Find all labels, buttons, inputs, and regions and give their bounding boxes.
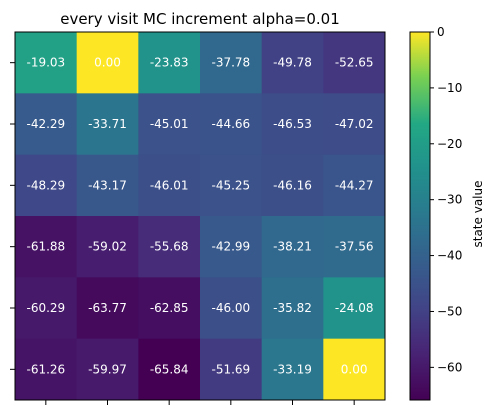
- heatmap-cell-label: -35.82: [273, 301, 312, 315]
- heatmap-cell-label: -51.69: [211, 362, 250, 376]
- heatmap-cell-label: -33.71: [88, 117, 127, 131]
- heatmap-cell: [261, 277, 324, 340]
- heatmap-cell-label: -43.17: [88, 178, 127, 192]
- colorbar-tick-label: −50: [437, 304, 462, 318]
- plot-frame: [14, 31, 386, 401]
- heatmap-cell: [138, 338, 201, 401]
- heatmap-cell-label: -46.00: [211, 301, 250, 315]
- heatmap-cell-label: -45.01: [150, 117, 189, 131]
- heatmap-cell-label: -61.26: [26, 362, 65, 376]
- heatmap-cell-label: -59.97: [88, 362, 127, 376]
- heatmap-cell-label: -38.21: [273, 240, 312, 254]
- heatmap-cell-label: -37.56: [335, 240, 374, 254]
- colorbar-tick-label: −20: [437, 137, 462, 151]
- colorbar-label: state value: [471, 181, 485, 248]
- heatmap-cell-label: -65.84: [150, 362, 189, 376]
- heatmap-cell-label: -49.78: [273, 56, 312, 70]
- heatmap-cell-label: -47.02: [335, 117, 374, 131]
- heatmap-cell-label: -46.53: [273, 117, 312, 131]
- heatmap-cell: [200, 216, 263, 278]
- heatmap-cell: [200, 32, 263, 94]
- heatmap-cell-label: -19.03: [26, 56, 65, 70]
- heatmap-cell-label: -46.01: [150, 178, 189, 192]
- heatmap-cell-label: -52.65: [335, 56, 374, 70]
- heatmap-cell: [138, 93, 201, 156]
- heatmap-cell: [200, 154, 263, 217]
- heatmap-cell: [138, 32, 201, 94]
- heatmap-cell: [261, 154, 324, 217]
- heatmap-cell: [138, 154, 201, 217]
- heatmap-cell-label: -46.16: [273, 178, 312, 192]
- heatmap-cell: [138, 216, 201, 278]
- heatmap-cell: [323, 277, 386, 340]
- colorbar-tick-label: −30: [437, 193, 462, 207]
- chart-title: every visit MC increment alpha=0.01: [60, 10, 340, 28]
- heatmap-cell: [261, 216, 324, 278]
- heatmap-cell-label: -60.29: [26, 301, 65, 315]
- heatmap-cell: [76, 154, 139, 217]
- colorbar-tick-label: −10: [437, 81, 462, 95]
- heatmap-cell-label: -42.29: [26, 117, 65, 131]
- colorbar-tick-label: 0: [437, 25, 445, 39]
- heatmap-cell-label: -61.88: [26, 240, 65, 254]
- colorbar-tick-label: −40: [437, 249, 462, 263]
- heatmap-cell-label: -59.02: [88, 240, 127, 254]
- heatmap-cell: [15, 32, 78, 94]
- heatmap-cell-label: -42.99: [211, 240, 250, 254]
- heatmap-cell: [15, 154, 78, 217]
- heatmap-cell: [15, 338, 78, 401]
- heatmap-cell-label: -63.77: [88, 301, 127, 315]
- colorbar-tick-label: −60: [437, 360, 462, 374]
- heatmap-cell: [200, 338, 263, 401]
- heatmap-cell: [200, 277, 263, 340]
- heatmap-cell-label: -62.85: [150, 301, 189, 315]
- heatmap-cell: [15, 93, 78, 156]
- heatmap-cell: [261, 93, 324, 156]
- heatmap-cell: [323, 32, 386, 94]
- heatmap-cell: [138, 277, 201, 340]
- heatmap-cell-labels: -19.03 0.00 -23.83 -37.78 -49.78 -52.65 -42.29…: [26, 56, 373, 377]
- heatmap-cell: [15, 277, 78, 340]
- heatmap-cell: [76, 277, 139, 340]
- heatmap-cell: [76, 216, 139, 278]
- heatmap-cell: [261, 32, 324, 94]
- heatmap-cell-label: -37.78: [211, 56, 250, 70]
- heatmap-cell-label: 0.00: [94, 56, 121, 70]
- heatmap-cell-label: -45.25: [211, 178, 250, 192]
- heatmap-cell-label: -44.66: [211, 117, 250, 131]
- colorbar: [410, 32, 430, 400]
- heatmap-cell: [200, 93, 263, 156]
- colorbar-ticks: 0 −10 −20 −30 −40 −50 −60: [430, 25, 462, 374]
- heatmap-cell-label: 0.00: [341, 362, 368, 376]
- heatmap-cell: [323, 93, 386, 156]
- axis-ticks: [10, 62, 355, 405]
- heatmap-cell-label: -23.83: [150, 56, 189, 70]
- heatmap-cell-label: -44.27: [335, 178, 374, 192]
- heatmap-cell: [15, 216, 78, 278]
- heatmap-cell-label: -33.19: [273, 362, 312, 376]
- heatmap-cell-label: -48.29: [26, 178, 65, 192]
- heatmap-cell-label: -55.68: [150, 240, 189, 254]
- heatmap-cell: [323, 338, 386, 401]
- colorbar-frame: [409, 31, 431, 401]
- heatmap-cell: [261, 338, 324, 401]
- heatmap-cell: [323, 154, 386, 217]
- heatmap-cell: [76, 93, 139, 156]
- heatmap-cells: [15, 32, 386, 401]
- heatmap-cell: [323, 216, 386, 278]
- heatmap-cell: [76, 32, 139, 94]
- heatmap-cell: [76, 338, 139, 401]
- heatmap-cell-label: -24.08: [335, 301, 374, 315]
